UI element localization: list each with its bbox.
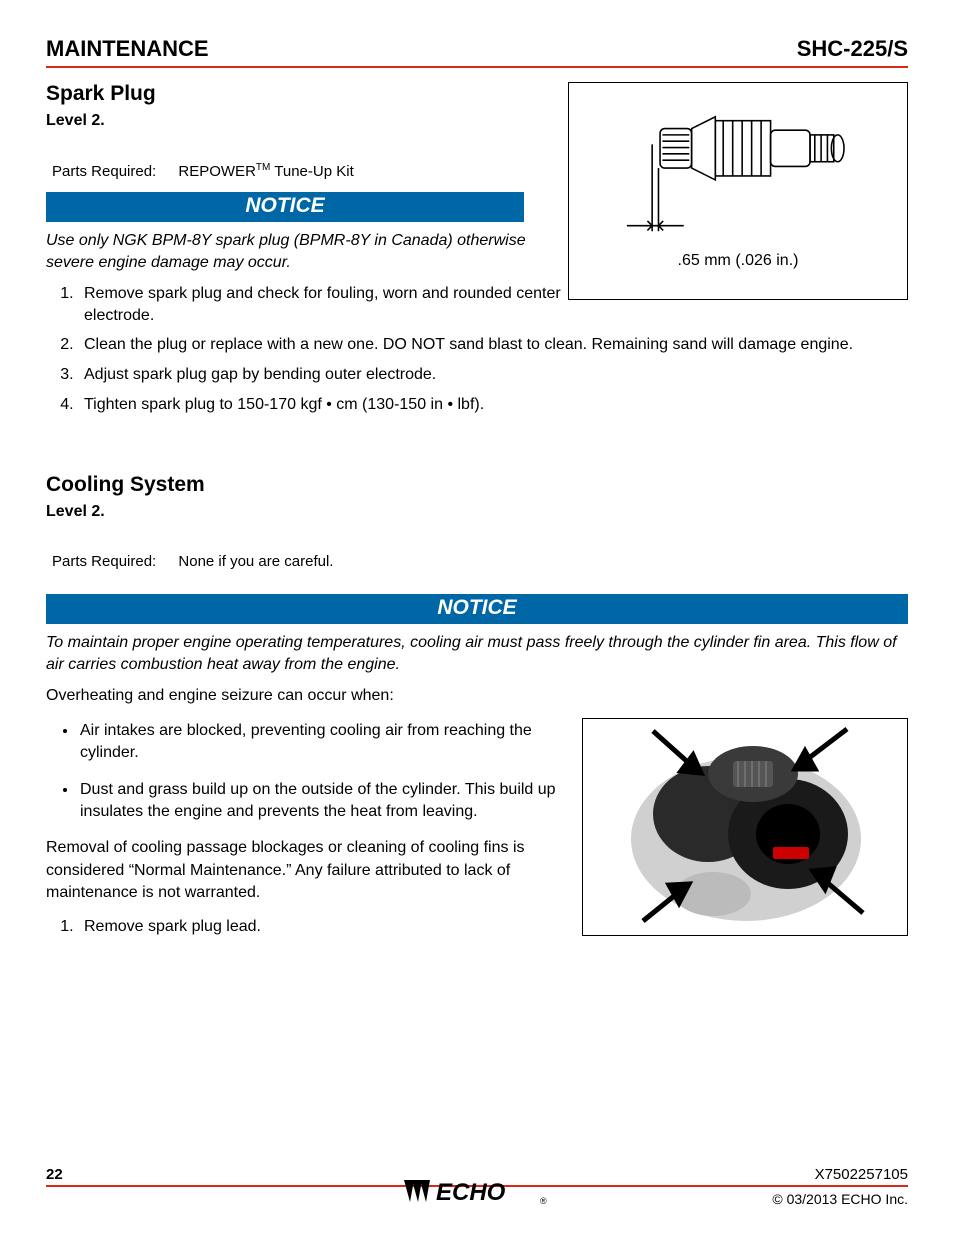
- echo-logo-icon: ECHO ®: [402, 1174, 552, 1208]
- bullet-item: Air intakes are blocked, preventing cool…: [78, 720, 578, 765]
- cooling-parts: Parts Required: None if you are careful.: [52, 553, 908, 570]
- cooling-level: Level 2.: [46, 503, 908, 521]
- parts-required-label: Parts Required:: [52, 553, 156, 570]
- spark-plug-figure: .65 mm (.026 in.): [568, 82, 908, 300]
- spark-plug-diagram-icon: [579, 97, 899, 247]
- parts-required-label: Parts Required:: [52, 163, 156, 180]
- cooling-intro: Overheating and engine seizure can occur…: [46, 685, 908, 707]
- engine-diagram-icon: [583, 719, 909, 937]
- svg-text:ECHO: ECHO: [436, 1179, 506, 1206]
- notice-text: To maintain proper engine operating temp…: [46, 632, 908, 675]
- svg-text:®: ®: [540, 1196, 547, 1206]
- cooling-para2: Removal of cooling passage blockages or …: [46, 837, 546, 904]
- step-item: Remove spark plug and check for fouling,…: [78, 283, 568, 326]
- notice-banner: NOTICE: [46, 594, 908, 624]
- notice-banner: NOTICE: [46, 192, 524, 222]
- step-item: Clean the plug or replace with a new one…: [78, 334, 908, 356]
- parts-required-value: None if you are careful.: [178, 553, 333, 570]
- header-section-title: MAINTENANCE: [46, 36, 209, 62]
- cooling-title: Cooling System: [46, 473, 908, 497]
- spark-plug-steps: Remove spark plug and check for fouling,…: [78, 283, 908, 415]
- step-item: Adjust spark plug gap by bending outer e…: [78, 364, 908, 386]
- step-item: Tighten spark plug to 150-170 kgf • cm (…: [78, 394, 908, 416]
- header-model: SHC-225/S: [797, 36, 908, 62]
- notice-text: Use only NGK BPM-8Y spark plug (BPMR-8Y …: [46, 230, 526, 273]
- parts-required-value: REPOWERTM Tune-Up Kit: [178, 163, 353, 180]
- bullet-item: Dust and grass build up on the outside o…: [78, 779, 578, 824]
- brand-logo: ECHO ®: [0, 1174, 954, 1213]
- engine-figure: [582, 718, 908, 936]
- spark-plug-gap-caption: .65 mm (.026 in.): [579, 252, 897, 270]
- page-header: MAINTENANCE SHC-225/S: [46, 36, 908, 68]
